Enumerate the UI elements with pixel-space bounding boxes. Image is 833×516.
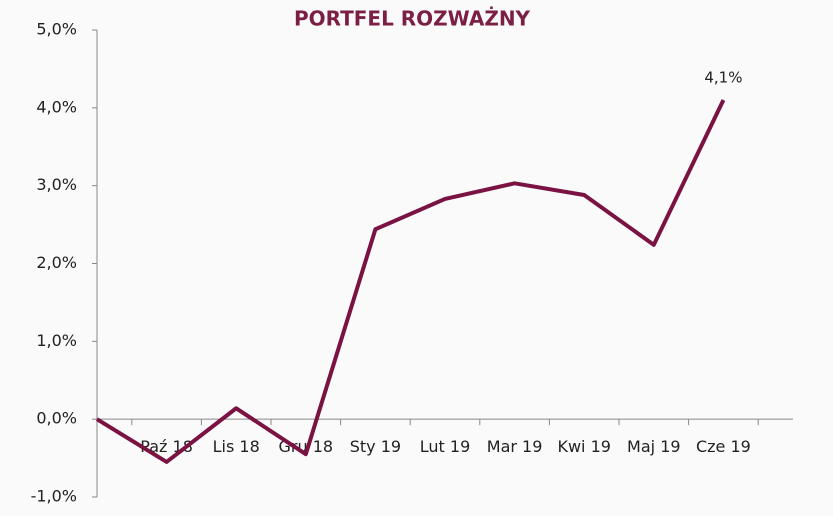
x-tick-label: Lis 18 [213,437,260,456]
x-tick-label-text: Gru 18 [279,437,334,456]
y-tick-label: 2,0% [36,253,77,272]
y-tick-label: 0,0% [36,409,77,428]
x-tick-label-text: Cze 19 [696,437,751,456]
x-tick-label-text: Mar 19 [487,437,543,456]
x-tick-label-text: Sty 19 [350,437,401,456]
x-tick-label: Lut 19 [420,437,471,456]
y-tick-label: 3,0% [36,175,77,194]
series-line [95,99,726,464]
x-tick-label-text: Lis 18 [213,437,260,456]
x-tick-label: Maj 19 [627,437,681,456]
x-tick-label: Cze 19 [696,437,751,456]
x-tick-label: Mar 19 [487,437,543,456]
y-tick-label: 4,0% [36,97,77,116]
x-tick-label: Kwi 19 [557,437,610,456]
x-tick-label-text: Maj 19 [627,437,681,456]
y-tick-label: 1,0% [36,331,77,350]
x-tick-label-text: Lut 19 [420,437,471,456]
chart-title: PORTFEL ROZWAŻNY [294,7,531,31]
x-tick-label: Sty 19 [350,437,401,456]
data-label: 4,1% [704,69,742,87]
x-tick-label: Gru 18 [279,437,334,456]
y-tick-label: 5,0% [36,20,77,39]
x-tick-label-text: Kwi 19 [557,437,610,456]
y-tick-label: -1,0% [31,487,77,506]
